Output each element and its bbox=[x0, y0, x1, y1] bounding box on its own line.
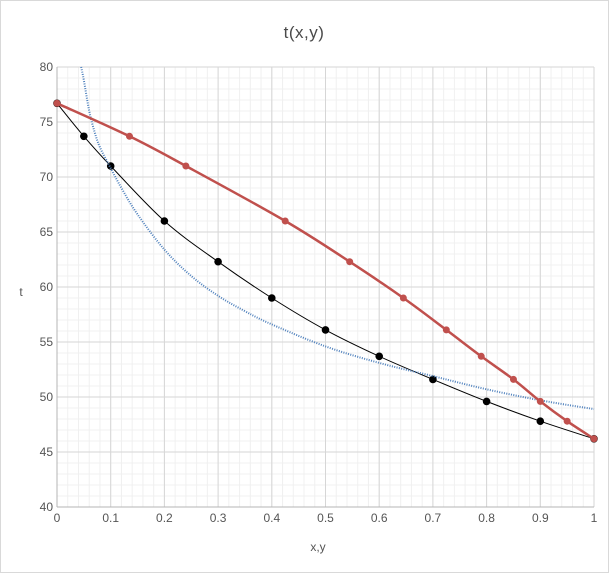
y-tick-label: 80 bbox=[40, 60, 54, 74]
x-tick-label: 0.9 bbox=[532, 511, 549, 525]
data-point bbox=[375, 352, 384, 361]
data-point bbox=[125, 132, 133, 140]
y-tick-label: 65 bbox=[40, 225, 54, 239]
grid bbox=[56, 66, 595, 508]
x-tick-label: 1 bbox=[591, 511, 598, 525]
y-tick-label: 70 bbox=[40, 170, 54, 184]
x-tick-label: 0.1 bbox=[102, 511, 119, 525]
x-tick-label: 0.7 bbox=[425, 511, 442, 525]
data-point bbox=[399, 294, 407, 302]
data-point bbox=[281, 217, 289, 225]
y-tick-label: 75 bbox=[40, 115, 54, 129]
x-tick-label: 0.5 bbox=[317, 511, 334, 525]
data-point bbox=[590, 435, 598, 443]
axes: 0 0.1 0.2 0.3 0.4 0.5 0.6 0.7 0.8 0.9 1 40 45 50 55 60 6… bbox=[40, 60, 598, 525]
data-point bbox=[53, 99, 61, 107]
data-point bbox=[268, 294, 276, 302]
y-tick-label: 60 bbox=[40, 280, 54, 294]
chart-title: t(x,y) bbox=[284, 23, 325, 42]
y-tick-label: 55 bbox=[40, 335, 54, 349]
x-tick-label: 0.6 bbox=[371, 511, 388, 525]
data-point bbox=[182, 162, 190, 170]
y-tick-label: 45 bbox=[40, 445, 54, 459]
data-point bbox=[563, 417, 571, 425]
data-point bbox=[429, 375, 437, 384]
data-point bbox=[536, 417, 545, 426]
data-point bbox=[477, 352, 485, 360]
series-curve bbox=[80, 66, 595, 411]
series-2 bbox=[53, 99, 598, 443]
data-point bbox=[321, 326, 330, 334]
x-tick-label: 0.2 bbox=[156, 511, 173, 525]
y-axis-label: t bbox=[19, 285, 23, 299]
y-tick-label: 50 bbox=[40, 390, 54, 404]
data-point bbox=[214, 257, 222, 266]
x-axis-label: x,y bbox=[310, 540, 325, 554]
data-point bbox=[482, 397, 491, 406]
series-1 bbox=[53, 99, 598, 443]
data-point bbox=[509, 375, 517, 383]
y-tick-label: 40 bbox=[40, 500, 54, 514]
x-tick-label: 0 bbox=[54, 511, 61, 525]
data-point bbox=[80, 132, 88, 141]
x-tick-label: 0.3 bbox=[210, 511, 227, 525]
series-3 bbox=[80, 66, 595, 411]
data-point bbox=[346, 258, 354, 266]
data-point bbox=[536, 397, 544, 405]
series-layer bbox=[53, 66, 598, 443]
data-point bbox=[442, 326, 450, 334]
x-tick-label: 0.8 bbox=[478, 511, 495, 525]
data-point bbox=[160, 217, 169, 225]
x-tick-label: 0.4 bbox=[263, 511, 280, 525]
